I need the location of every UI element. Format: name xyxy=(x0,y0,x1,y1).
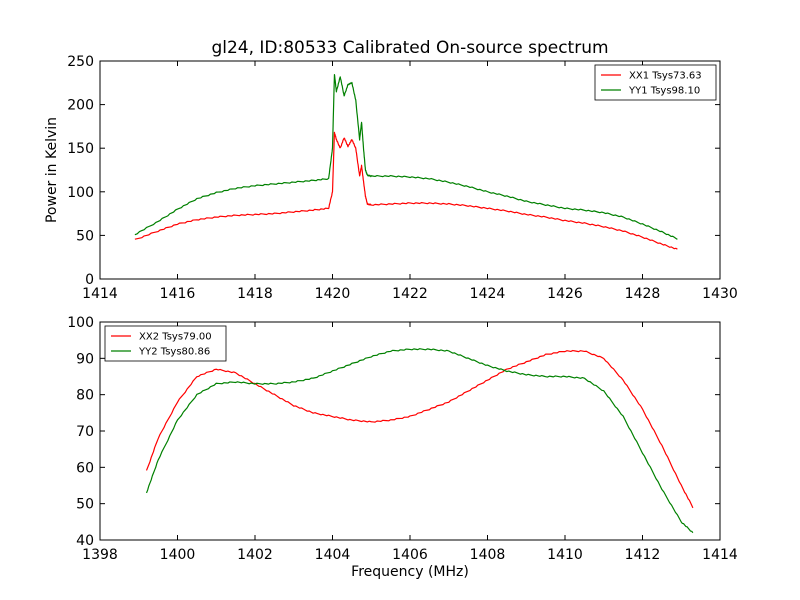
x-tick-label: 1418 xyxy=(237,286,273,302)
x-tick-label: 1430 xyxy=(702,286,738,302)
legend-box xyxy=(594,64,717,101)
y-tick-label: 150 xyxy=(67,141,94,157)
legend-label-2: YY2 Tsys80.86 xyxy=(138,347,210,358)
x-tick-label: 1408 xyxy=(470,547,506,563)
series-line-1 xyxy=(145,349,694,509)
x-axis-label: Frequency (MHz) xyxy=(351,564,469,580)
x-tick-label: 1410 xyxy=(547,547,583,563)
y-tick-label: 50 xyxy=(76,228,94,244)
bottom-plot: 1398 1400 1402 1404 1406 1408 1410 1412 1414 40 50… xyxy=(67,315,738,580)
legend: XX2 Tsys79.00 YY2 Tsys80.86 xyxy=(104,325,227,362)
legend-label-1: XX2 Tsys79.00 xyxy=(139,332,212,343)
legend-box xyxy=(104,325,227,362)
x-tick-label: 1400 xyxy=(160,547,196,563)
x-tick-label: 1398 xyxy=(82,547,118,563)
y-axis-label: Power in Kelvin xyxy=(44,117,60,223)
figure-title: gl24, ID:80533 Calibrated On-source spec… xyxy=(211,38,608,58)
x-tick-label: 1416 xyxy=(160,286,196,302)
y-tick-label: 90 xyxy=(76,351,94,367)
x-tick-label: 1428 xyxy=(625,286,661,302)
x-tick-label: 1412 xyxy=(625,547,661,563)
x-tick-label: 1406 xyxy=(392,547,428,563)
y-tick-label: 200 xyxy=(67,98,94,114)
series-line-1 xyxy=(134,131,678,250)
legend-label-2: YY1 Tsys98.10 xyxy=(628,86,700,97)
y-tick-label: 100 xyxy=(67,315,94,331)
x-tick-label: 1422 xyxy=(392,286,428,302)
x-tick-label: 1420 xyxy=(315,286,351,302)
y-tick-label: 250 xyxy=(67,54,94,70)
x-tick-label: 1404 xyxy=(315,547,351,563)
top-plot: 1414 1416 1418 1420 1422 1424 1426 1428 1430 0 50 1… xyxy=(44,54,738,302)
y-tick-label: 50 xyxy=(76,497,94,513)
y-tick-label: 70 xyxy=(76,424,94,440)
legend: XX1 Tsys73.63 YY1 Tsys98.10 xyxy=(594,64,717,101)
x-tick-label: 1424 xyxy=(470,286,506,302)
y-tick-label: 100 xyxy=(67,185,94,201)
y-tick-label: 80 xyxy=(76,388,94,404)
x-tick-label: 1414 xyxy=(82,286,118,302)
series-line-2 xyxy=(145,348,694,534)
y-tick-label: 40 xyxy=(76,533,94,549)
x-tick-label: 1414 xyxy=(702,547,738,563)
x-tick-label: 1426 xyxy=(547,286,583,302)
x-tick-label: 1402 xyxy=(237,547,273,563)
y-tick-label: 60 xyxy=(76,460,94,476)
series-line-2 xyxy=(134,74,678,240)
legend-label-1: XX1 Tsys73.63 xyxy=(629,71,702,82)
y-tick-label: 0 xyxy=(85,272,94,288)
